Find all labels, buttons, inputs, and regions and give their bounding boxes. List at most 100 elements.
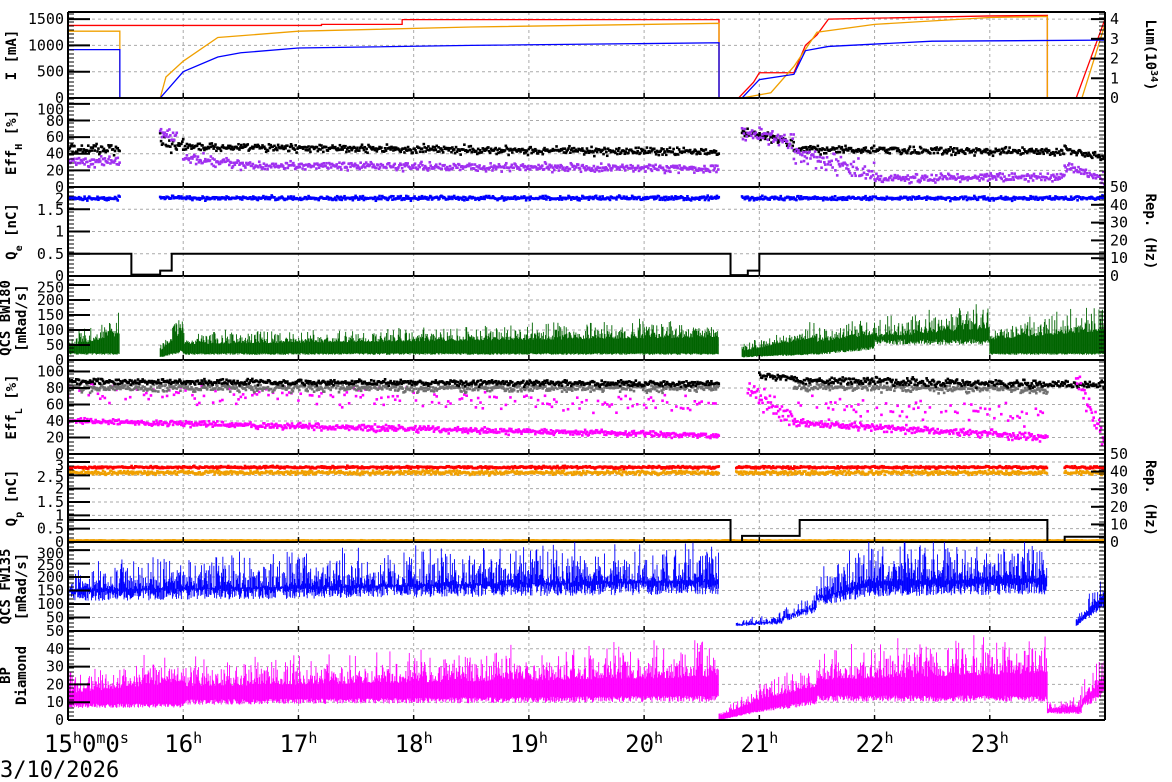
data-point	[102, 196, 106, 199]
data-point	[808, 148, 811, 152]
data-point	[941, 177, 945, 181]
data-point	[292, 195, 296, 199]
data-point	[550, 164, 553, 167]
data-point	[251, 145, 254, 149]
data-point	[568, 167, 572, 171]
data-point	[1086, 154, 1090, 158]
data-point	[644, 197, 648, 201]
data-point	[900, 177, 904, 181]
data-point	[1092, 153, 1096, 156]
data-point	[675, 197, 678, 201]
data-point	[195, 144, 199, 148]
data-point	[75, 150, 79, 154]
data-point	[1059, 172, 1063, 176]
data-point	[116, 156, 120, 160]
data-point	[444, 167, 447, 170]
series-luminosity	[68, 39, 1105, 98]
data-point	[623, 152, 627, 156]
data-point	[872, 144, 876, 148]
y-axis-title-text: I [mA]	[4, 30, 20, 81]
data-point	[303, 163, 306, 167]
data-point	[1079, 149, 1082, 153]
data-point	[257, 165, 260, 169]
data-point	[790, 146, 794, 150]
data-point	[1055, 173, 1059, 176]
data-point	[341, 148, 344, 151]
data-point	[965, 176, 969, 179]
data-point	[762, 135, 766, 138]
data-point	[657, 168, 660, 172]
data-point	[1035, 177, 1039, 180]
y-axis-title-subscript: e	[14, 245, 25, 251]
data-point	[291, 163, 294, 167]
data-point	[575, 195, 579, 199]
data-point	[617, 195, 620, 199]
data-point	[543, 146, 546, 150]
data-point	[191, 198, 194, 202]
data-point	[488, 151, 492, 155]
data-point	[970, 150, 974, 154]
data-point	[190, 196, 193, 200]
data-point	[184, 148, 188, 151]
data-point	[428, 148, 431, 152]
data-point	[894, 146, 898, 150]
data-point	[519, 150, 522, 153]
data-point	[918, 180, 922, 184]
data-point	[904, 149, 907, 153]
data-point	[709, 197, 712, 200]
data-point	[524, 168, 527, 172]
data-point	[372, 197, 376, 200]
data-point	[373, 195, 377, 199]
data-point	[1040, 147, 1044, 151]
data-point	[70, 143, 73, 147]
data-point	[483, 149, 486, 152]
data-point	[858, 149, 862, 153]
data-point	[620, 165, 623, 169]
data-point	[112, 197, 116, 201]
data-point	[409, 149, 413, 152]
data-point	[667, 149, 671, 153]
data-point	[1076, 151, 1079, 155]
data-point	[893, 173, 897, 177]
data-point	[309, 150, 312, 154]
data-point	[697, 167, 701, 170]
data-point	[232, 147, 236, 151]
right-tick-label: 1	[1110, 69, 1119, 87]
data-point	[250, 164, 254, 168]
data-point	[622, 195, 626, 198]
data-point	[283, 167, 287, 170]
data-point	[267, 196, 271, 199]
data-point	[73, 157, 76, 161]
data-point	[339, 165, 342, 169]
data-point	[1083, 170, 1087, 173]
data-point	[1028, 197, 1031, 201]
data-point	[791, 137, 795, 140]
data-point	[944, 148, 948, 152]
data-point	[919, 179, 922, 182]
data-point	[808, 150, 811, 154]
data-point	[446, 165, 449, 169]
data-point	[483, 167, 487, 171]
data-point	[989, 172, 992, 175]
data-point	[1052, 196, 1055, 200]
data-point	[888, 152, 892, 155]
data-point	[976, 198, 980, 201]
series-orange-current	[68, 15, 1105, 98]
data-point	[654, 152, 658, 156]
data-point	[690, 165, 693, 169]
data-point	[162, 133, 166, 137]
data-point	[279, 146, 283, 150]
data-point	[314, 162, 317, 166]
data-point	[767, 143, 771, 146]
data-point	[1004, 195, 1007, 199]
data-point	[814, 167, 818, 170]
data-point	[742, 196, 746, 200]
data-point	[80, 159, 84, 163]
data-point	[802, 159, 806, 163]
data-point	[955, 177, 958, 181]
data-point	[96, 159, 99, 162]
data-point	[218, 162, 222, 165]
data-point	[115, 162, 119, 166]
data-point	[618, 195, 622, 198]
data-point	[320, 144, 323, 147]
